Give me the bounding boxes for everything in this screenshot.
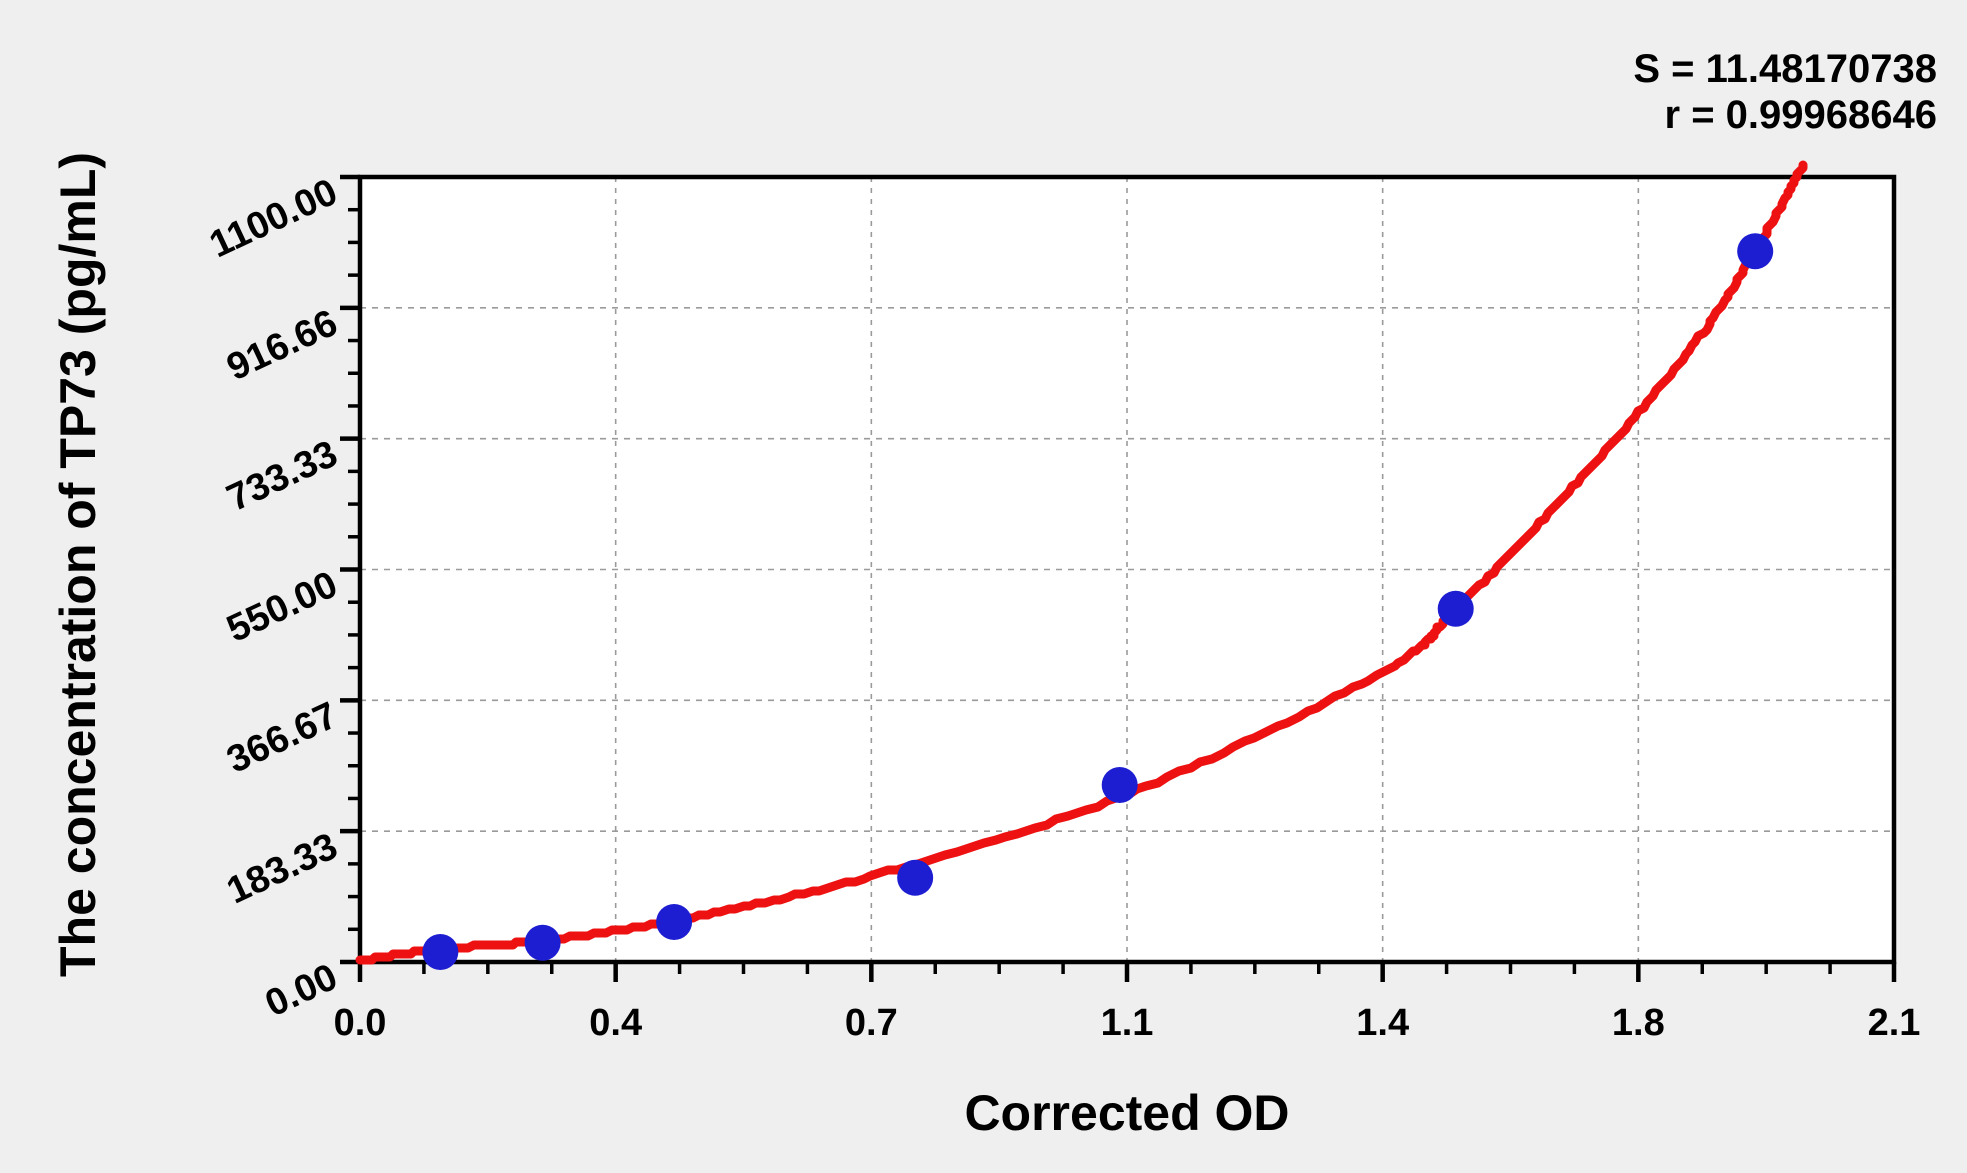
stat-standard-error: S = 11.48170738: [1633, 47, 1937, 91]
data-point: [1101, 767, 1138, 804]
data-point: [1437, 590, 1474, 627]
y-tick-label: 550.00: [221, 564, 344, 651]
data-point: [1737, 233, 1774, 270]
y-tick-label: 916.66: [221, 302, 344, 389]
x-tick-label: 2.1: [1868, 1002, 1921, 1044]
y-tick-label: 0.00: [259, 956, 344, 1025]
data-point: [656, 904, 693, 941]
x-tick-label: 1.1: [1101, 1002, 1154, 1044]
y-tick-label: 1100.00: [203, 171, 343, 266]
y-tick-label: 183.33: [221, 825, 344, 912]
x-axis-title: Corrected OD: [964, 1085, 1290, 1141]
fit-statistics: S = 11.48170738 r = 0.99968646: [1633, 46, 1937, 138]
x-tick-label: 1.4: [1356, 1002, 1409, 1044]
x-tick-label: 0.0: [334, 1002, 387, 1044]
data-point: [422, 934, 459, 971]
x-tick-label: 0.4: [589, 1002, 642, 1044]
data-point: [524, 924, 561, 961]
x-tick-label: 1.8: [1612, 1002, 1665, 1044]
y-tick-label: 733.33: [221, 433, 344, 520]
plot-frame: [357, 174, 1897, 965]
y-tick-label: 366.67: [221, 694, 344, 781]
x-tick-label: 0.7: [845, 1002, 898, 1044]
stat-correlation: r = 0.99968646: [1664, 93, 1937, 137]
data-point: [897, 859, 934, 896]
